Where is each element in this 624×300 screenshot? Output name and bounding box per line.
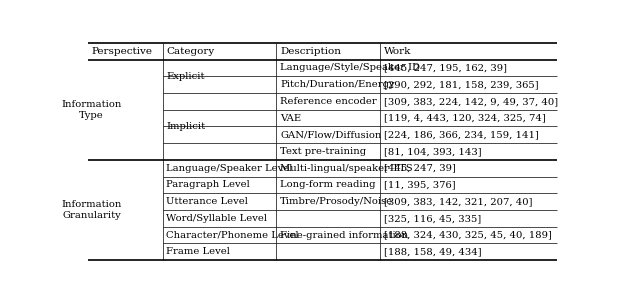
Text: [81, 104, 393, 143]: [81, 104, 393, 143]	[384, 147, 482, 156]
Text: Category: Category	[167, 47, 215, 56]
Text: Explicit: Explicit	[167, 72, 205, 81]
Text: [290, 292, 181, 158, 239, 365]: [290, 292, 181, 158, 239, 365]	[384, 80, 539, 89]
Text: [224, 186, 366, 234, 159, 141]: [224, 186, 366, 234, 159, 141]	[384, 130, 539, 139]
Text: Pitch/Duration/Energy: Pitch/Duration/Energy	[280, 80, 395, 89]
Text: Information
Type: Information Type	[61, 100, 122, 120]
Text: [309, 383, 224, 142, 9, 49, 37, 40]: [309, 383, 224, 142, 9, 49, 37, 40]	[384, 97, 558, 106]
Text: Work: Work	[384, 47, 411, 56]
Text: Description: Description	[280, 47, 341, 56]
Text: [119, 4, 443, 120, 324, 325, 74]: [119, 4, 443, 120, 324, 325, 74]	[384, 114, 546, 123]
Text: Perspective: Perspective	[92, 47, 152, 56]
Text: Character/Phoneme Level: Character/Phoneme Level	[167, 230, 299, 239]
Text: [325, 116, 45, 335]: [325, 116, 45, 335]	[384, 214, 481, 223]
Text: Frame Level: Frame Level	[167, 247, 230, 256]
Text: Text pre-training: Text pre-training	[280, 147, 366, 156]
Text: [188, 158, 49, 434]: [188, 158, 49, 434]	[384, 247, 482, 256]
Text: Implicit: Implicit	[167, 122, 206, 131]
Text: Information
Granularity: Information Granularity	[61, 200, 122, 220]
Text: Language/Speaker Level: Language/Speaker Level	[167, 164, 293, 173]
Text: Language/Style/Speaker ID: Language/Style/Speaker ID	[280, 64, 420, 73]
Text: VAE: VAE	[280, 114, 301, 123]
Text: Word/Syllable Level: Word/Syllable Level	[167, 214, 268, 223]
Text: [445, 247, 195, 162, 39]: [445, 247, 195, 162, 39]	[384, 64, 507, 73]
Text: Long-form reading: Long-form reading	[280, 180, 376, 189]
Text: [445, 247, 39]: [445, 247, 39]	[384, 164, 456, 173]
Text: Reference encoder: Reference encoder	[280, 97, 377, 106]
Text: Timbre/Prosody/Noise: Timbre/Prosody/Noise	[280, 197, 393, 206]
Text: [188, 324, 430, 325, 45, 40, 189]: [188, 324, 430, 325, 45, 40, 189]	[384, 230, 552, 239]
Text: Fine-grained information: Fine-grained information	[280, 230, 408, 239]
Text: Utterance Level: Utterance Level	[167, 197, 248, 206]
Text: [309, 383, 142, 321, 207, 40]: [309, 383, 142, 321, 207, 40]	[384, 197, 533, 206]
Text: [11, 395, 376]: [11, 395, 376]	[384, 180, 456, 189]
Text: Multi-lingual/speaker TTS: Multi-lingual/speaker TTS	[280, 164, 412, 173]
Text: GAN/Flow/Diffusion: GAN/Flow/Diffusion	[280, 130, 381, 139]
Text: Paragraph Level: Paragraph Level	[167, 180, 250, 189]
